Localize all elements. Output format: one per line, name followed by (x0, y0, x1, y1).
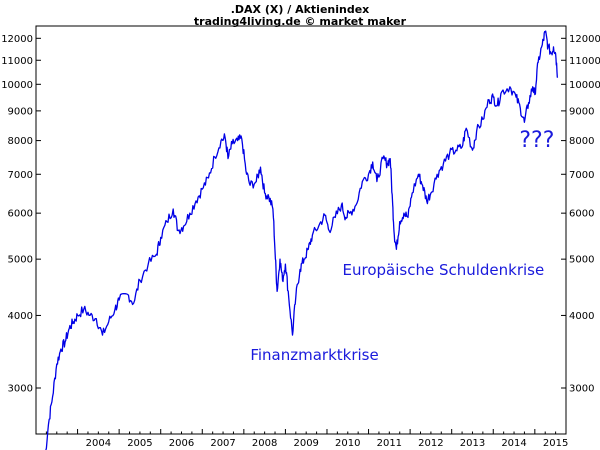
y-tick-label-left: 5000 (8, 255, 33, 266)
x-tick-label: 2015 (543, 438, 568, 449)
y-tick-label-left: 9000 (8, 106, 33, 117)
y-tick-label-right: 9000 (569, 106, 594, 117)
y-tick-label-left: 11000 (1, 56, 33, 67)
y-tick-label-left: 4000 (8, 311, 33, 322)
y-tick-label-left: 6000 (8, 209, 33, 220)
x-tick-label: 2011 (377, 438, 402, 449)
y-tick-label-left: 3000 (8, 384, 33, 395)
x-tick-label: 2009 (293, 438, 318, 449)
y-tick-label-right: 3000 (569, 384, 594, 395)
y-tick-label-right: 10000 (569, 80, 600, 91)
x-tick-label: 2010 (335, 438, 360, 449)
y-tick-label-left: 12000 (1, 34, 33, 45)
y-tick-label-right: 5000 (569, 255, 594, 266)
x-tick-label: 2007 (210, 438, 235, 449)
y-tick-label-left: 7000 (8, 170, 33, 181)
y-tick-label-right: 4000 (569, 311, 594, 322)
annotation-label: Finanzmarktkrise (250, 346, 378, 364)
y-tick-label-right: 11000 (569, 56, 600, 67)
annotation-label: ??? (519, 128, 554, 153)
x-tick-label: 2005 (127, 438, 152, 449)
x-tick-label: 2006 (169, 438, 194, 449)
y-tick-label-right: 7000 (569, 170, 594, 181)
x-axis: 2004 2005 2006 2007 2008 2009 2010 2011 2012 2013… (45, 429, 568, 449)
y-tick-label-left: 10000 (1, 80, 33, 91)
dax-series-line (45, 30, 559, 450)
x-tick-label: 2004 (86, 438, 111, 449)
plot-frame (35, 25, 567, 435)
x-tick-label: 2012 (418, 438, 443, 449)
y-tick-label-left: 8000 (8, 136, 33, 147)
y-axis-left: 3000 4000 5000 6000 7000 8000 9000 10000 11000 12… (1, 34, 41, 395)
y-tick-label-right: 12000 (569, 34, 600, 45)
x-tick-label: 2013 (460, 438, 485, 449)
chart-subtitle: trading4living.de © market maker (193, 15, 407, 28)
y-axis-right: 3000 4000 5000 6000 7000 8000 9000 10000 11000 12… (561, 34, 600, 395)
annotation-label: Europäische Schuldenkrise (343, 261, 545, 279)
x-tick-label: 2014 (501, 438, 526, 449)
chart-title: .DAX (X) / Aktienindex (230, 3, 370, 16)
annotations: Finanzmarktkrise Europäische Schuldenkris… (250, 128, 554, 364)
x-tick-label: 2008 (252, 438, 277, 449)
y-tick-label-right: 6000 (569, 209, 594, 220)
y-tick-label-right: 8000 (569, 136, 594, 147)
